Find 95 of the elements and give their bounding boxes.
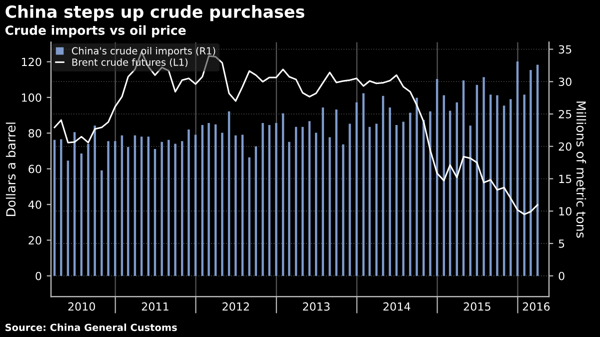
bar — [87, 144, 90, 276]
bar — [275, 123, 278, 276]
bar — [134, 135, 136, 276]
bar — [241, 134, 244, 276]
x-tick-label: 2011 — [142, 302, 168, 311]
x-tick-label: 2015 — [464, 302, 490, 311]
bar — [469, 126, 472, 276]
bar — [254, 146, 258, 276]
bar — [80, 153, 83, 276]
bar — [510, 99, 512, 276]
x-tick-label: 2010 — [68, 302, 96, 311]
bar — [294, 126, 298, 276]
bar — [201, 124, 204, 276]
y-tick-label: 0 — [36, 272, 42, 280]
bar — [328, 137, 331, 276]
y-tick-label: 120 — [22, 58, 42, 66]
bar — [368, 126, 371, 276]
y2-tick-label: 0 — [558, 272, 564, 280]
bar — [516, 62, 519, 276]
bar — [502, 106, 506, 276]
bar — [409, 112, 412, 276]
bar — [348, 124, 351, 276]
bar — [94, 126, 96, 276]
y-tick-label: 80 — [28, 129, 42, 138]
source-note: Source: China General Customs — [5, 324, 177, 332]
bar — [322, 108, 324, 276]
x-tick-label: 2013 — [302, 302, 330, 311]
legend-label: Brent crude futures (L1) — [72, 58, 188, 68]
y2-tick-label: 25 — [558, 110, 572, 118]
bar — [154, 148, 156, 276]
bar — [221, 132, 224, 276]
bar — [429, 111, 432, 276]
y2-tick-label: 15 — [559, 174, 572, 184]
bar — [496, 95, 498, 276]
bar — [234, 135, 237, 276]
y-tick-label: 20 — [28, 236, 42, 245]
y-tick-label: 100 — [22, 93, 42, 102]
bar — [168, 140, 170, 276]
bar — [288, 142, 290, 276]
bar — [382, 96, 384, 276]
x-tick-label: 2016 — [522, 302, 550, 311]
x-tick-label: 2012 — [222, 302, 249, 311]
y-tick-label: 60 — [28, 164, 42, 174]
bar — [482, 77, 485, 276]
y-axis-title: Dollars a barrel — [6, 122, 16, 216]
bar — [53, 140, 56, 276]
chart-subtitle: Crude imports vs oil price — [5, 25, 186, 38]
bar — [208, 123, 210, 276]
bar — [214, 124, 217, 276]
bar — [395, 124, 398, 276]
bar — [362, 93, 365, 276]
bar — [402, 122, 404, 276]
bar — [147, 136, 150, 276]
bar — [160, 142, 163, 276]
bar — [194, 134, 197, 276]
y2-tick-label: 20 — [558, 142, 572, 151]
y2-tick-label: 35 — [558, 45, 572, 54]
bar — [342, 144, 344, 276]
bar — [314, 132, 318, 276]
bar — [188, 130, 190, 276]
chart-title: China steps up crude purchases — [6, 5, 304, 22]
y2-tick-label: 5 — [558, 240, 564, 248]
bar — [140, 136, 143, 276]
bar — [268, 124, 270, 276]
y2-tick-label: 30 — [558, 78, 572, 86]
bar — [536, 64, 539, 276]
bar — [302, 126, 304, 276]
bar — [107, 141, 110, 276]
bar — [174, 144, 176, 276]
y2-axis-title: Millions of metric tons — [576, 102, 586, 238]
bar — [248, 157, 250, 276]
bar — [181, 141, 184, 276]
bar — [66, 160, 70, 276]
bar — [530, 70, 532, 276]
bar — [73, 132, 76, 276]
y-tick-label: 40 — [28, 200, 42, 209]
bar — [120, 135, 124, 276]
bar — [114, 141, 116, 276]
bar — [100, 170, 103, 276]
bar — [308, 121, 311, 276]
bar — [490, 94, 492, 276]
bar — [228, 111, 230, 276]
y2-tick-label: 10 — [559, 207, 572, 216]
x-tick-label: 2014 — [383, 302, 410, 311]
bar — [335, 109, 338, 276]
bar — [416, 98, 418, 276]
bar — [356, 102, 358, 276]
legend-label: China's crude oil imports (R1) — [72, 46, 216, 56]
bar — [60, 139, 62, 276]
bar — [282, 113, 284, 276]
bar — [262, 123, 264, 276]
bar — [127, 147, 130, 276]
bar — [523, 94, 526, 276]
bar — [375, 124, 378, 276]
bar — [388, 108, 392, 276]
